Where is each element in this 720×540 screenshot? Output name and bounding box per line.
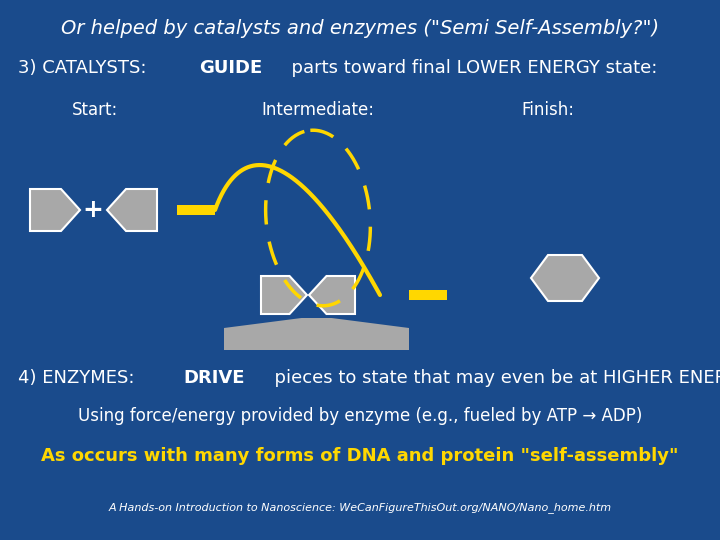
Text: parts toward final LOWER ENERGY state:: parts toward final LOWER ENERGY state: xyxy=(280,59,657,77)
Polygon shape xyxy=(107,189,157,231)
Text: DRIVE: DRIVE xyxy=(183,369,245,387)
Text: Intermediate:: Intermediate: xyxy=(261,101,374,119)
Text: A Hands-on Introduction to Nanoscience: WeCanFigureThisOut.org/NANO/Nano_home.ht: A Hands-on Introduction to Nanoscience: … xyxy=(109,503,611,514)
Polygon shape xyxy=(30,189,80,231)
Text: Finish:: Finish: xyxy=(521,101,575,119)
Text: Start:: Start: xyxy=(72,101,118,119)
Text: As occurs with many forms of DNA and protein "self-assembly": As occurs with many forms of DNA and pro… xyxy=(41,447,679,465)
Bar xyxy=(177,205,215,215)
Polygon shape xyxy=(531,255,599,301)
Text: 4) ENZYMES:: 4) ENZYMES: xyxy=(18,369,146,387)
Text: pieces to state that may even be at HIGHER ENERGY: pieces to state that may even be at HIGH… xyxy=(263,369,720,387)
Bar xyxy=(409,290,447,300)
Polygon shape xyxy=(261,276,307,314)
Polygon shape xyxy=(224,318,409,350)
Text: GUIDE: GUIDE xyxy=(199,59,262,77)
Polygon shape xyxy=(309,276,355,314)
Text: +: + xyxy=(83,198,104,222)
Text: 3) CATALYSTS:: 3) CATALYSTS: xyxy=(18,59,158,77)
Text: Using force/energy provided by enzyme (e.g., fueled by ATP → ADP): Using force/energy provided by enzyme (e… xyxy=(78,407,642,425)
Text: Or helped by catalysts and enzymes ("Semi Self-Assembly?"): Or helped by catalysts and enzymes ("Sem… xyxy=(61,18,659,37)
